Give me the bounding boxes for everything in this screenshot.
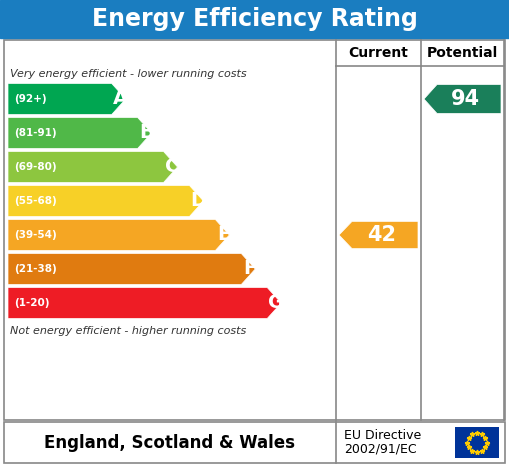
- Text: (69-80): (69-80): [14, 162, 56, 172]
- Text: 2002/91/EC: 2002/91/EC: [344, 443, 417, 456]
- Polygon shape: [8, 118, 152, 149]
- Text: C: C: [165, 157, 180, 177]
- Text: England, Scotland & Wales: England, Scotland & Wales: [44, 433, 296, 452]
- Text: (39-54): (39-54): [14, 230, 56, 240]
- Polygon shape: [8, 219, 230, 250]
- Text: Energy Efficiency Rating: Energy Efficiency Rating: [92, 7, 417, 31]
- Text: Potential: Potential: [427, 46, 498, 60]
- Text: G: G: [268, 293, 284, 312]
- Text: E: E: [218, 226, 231, 245]
- Text: A: A: [113, 90, 128, 108]
- Text: (55-68): (55-68): [14, 196, 56, 206]
- Bar: [0, 0, 509, 38]
- Polygon shape: [8, 185, 204, 217]
- Text: (21-38): (21-38): [14, 264, 56, 274]
- Bar: [4, 422, 505, 463]
- Text: Not energy efficient - higher running costs: Not energy efficient - higher running co…: [10, 326, 246, 336]
- Bar: [455, 427, 499, 458]
- Text: (1-20): (1-20): [14, 298, 49, 308]
- Polygon shape: [8, 84, 126, 114]
- Polygon shape: [8, 151, 178, 183]
- Polygon shape: [424, 85, 501, 113]
- Text: B: B: [139, 123, 154, 142]
- Text: EU Directive: EU Directive: [344, 429, 421, 442]
- Text: Very energy efficient - lower running costs: Very energy efficient - lower running co…: [10, 69, 247, 79]
- Bar: [4, 40, 505, 420]
- Text: 94: 94: [451, 89, 480, 109]
- Text: 42: 42: [367, 225, 396, 245]
- Polygon shape: [339, 221, 418, 248]
- Text: D: D: [190, 191, 207, 211]
- Text: F: F: [244, 260, 257, 278]
- Polygon shape: [8, 288, 281, 318]
- Text: (81-91): (81-91): [14, 128, 56, 138]
- Text: Current: Current: [349, 46, 408, 60]
- Text: (92+): (92+): [14, 94, 47, 104]
- Polygon shape: [8, 254, 256, 284]
